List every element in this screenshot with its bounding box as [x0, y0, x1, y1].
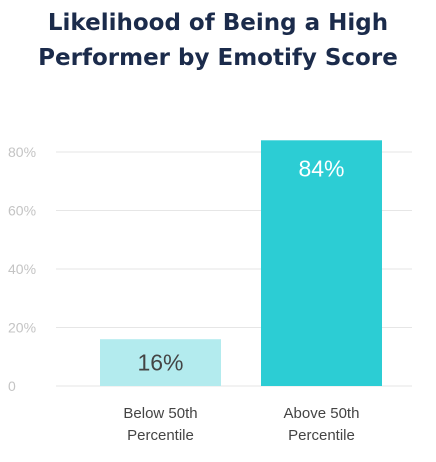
chart-title-line-2: Performer by Emotify Score	[38, 45, 398, 71]
x-axis-labels: Below 50th Percentile Above 50th Percentile	[123, 405, 359, 444]
x-tick-label: Above 50th	[284, 405, 360, 422]
x-tick-label: Below 50th	[123, 405, 197, 422]
chart-title-line-1: Likelihood of Being a High	[47, 10, 389, 36]
y-tick-label: 80%	[8, 144, 36, 160]
y-tick-label: 20%	[8, 320, 36, 336]
x-tick-label: Percentile	[288, 427, 355, 444]
bar	[261, 140, 382, 386]
y-tick-label: 60%	[8, 203, 36, 219]
chart-title: Likelihood of Being a High Performer by …	[0, 6, 436, 76]
y-tick-label: 40%	[8, 261, 36, 277]
bar-value-label: 84%	[298, 155, 344, 181]
y-axis-ticks: 0 20% 40% 60% 80%	[8, 144, 36, 394]
bar-value-label: 16%	[137, 350, 183, 376]
x-tick-label: Percentile	[127, 427, 194, 444]
bar	[100, 339, 221, 386]
bars: 16% 84%	[100, 140, 382, 386]
y-tick-label: 0	[8, 378, 16, 394]
